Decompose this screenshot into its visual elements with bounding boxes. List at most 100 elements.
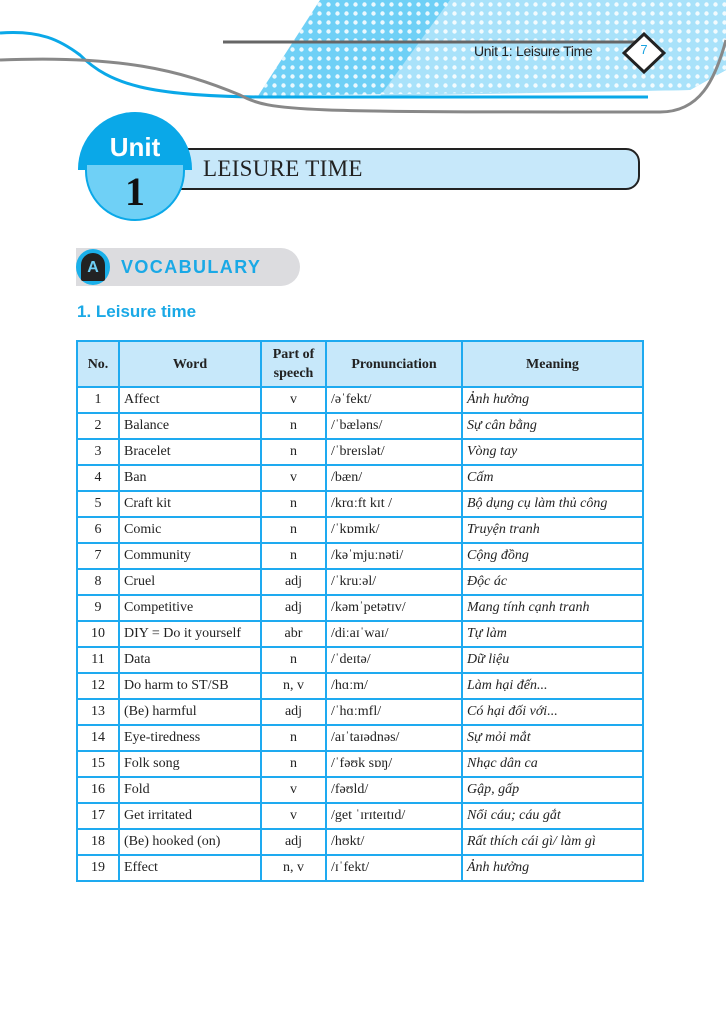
row-number-cell: 13 <box>76 698 120 726</box>
table-row: 18 (Be) hooked (on) adj/hʊkt/Rất thích cái… <box>76 828 644 856</box>
row-number-cell: 8 <box>76 568 120 596</box>
table-row: 9 Competitive adj/kəmˈpetətɪv/Mang tính cạ… <box>76 594 644 622</box>
word-cell: Competitive <box>118 594 262 622</box>
header-decoration <box>0 0 726 114</box>
table-row: 6 Comic n/ˈkɒmɪk/Truyện tranh <box>76 516 644 544</box>
pronunciation-cell: /ɪˈfekt/ <box>325 854 463 882</box>
meaning-cell: Cộng đồng <box>461 542 644 570</box>
pronunciation-cell: /ˈbæləns/ <box>325 412 463 440</box>
table-row: 14 Eye-tiredness n/aɪˈtaɪədnəs/Sự mỏi mắt <box>76 724 644 752</box>
table-row: 5 Craft kit n/krɑːft kɪt / Bộ dụng cụ làm t… <box>76 490 644 518</box>
table-row: 15 Folk song n/ˈfəʊk sɒŋ/Nhạc dân ca <box>76 750 644 778</box>
part-of-speech-cell: n, v <box>260 672 327 700</box>
part-of-speech-cell: v <box>260 776 327 804</box>
meaning-cell: Độc ác <box>461 568 644 596</box>
word-cell: Effect <box>118 854 262 882</box>
running-header: Unit 1: Leisure Time <box>474 43 593 59</box>
meaning-cell: Sự cân bằng <box>461 412 644 440</box>
section-title: 1. Leisure time <box>77 302 197 321</box>
part-of-speech-cell: adj <box>260 568 327 596</box>
pronunciation-cell: /əˈfekt/ <box>325 386 463 414</box>
meaning-cell: Nhạc dân ca <box>461 750 644 778</box>
pronunciation-cell: /ˈhɑːmfl/ <box>325 698 463 726</box>
meaning-cell: Gập, gấp <box>461 776 644 804</box>
part-of-speech-cell: v <box>260 802 327 830</box>
unit-label: Unit <box>109 132 161 162</box>
table-row: 3 Bracelet n/ˈbreɪslət/Vòng tay <box>76 438 644 466</box>
row-number-cell: 7 <box>76 542 120 570</box>
header-pronunciation: Pronunciation <box>325 340 463 388</box>
row-number-cell: 16 <box>76 776 120 804</box>
row-number-cell: 2 <box>76 412 120 440</box>
header-no: No. <box>76 340 120 388</box>
vocabulary-badge <box>76 248 300 286</box>
unit-title-band <box>180 148 640 190</box>
table-row: 7 Community n/kəˈmjuːnəti/Cộng đồng <box>76 542 644 570</box>
meaning-cell: Nổi cáu; cáu gắt <box>461 802 644 830</box>
part-of-speech-cell: n <box>260 646 327 674</box>
pronunciation-cell: /hʊkt/ <box>325 828 463 856</box>
row-number-cell: 18 <box>76 828 120 856</box>
word-cell: Comic <box>118 516 262 544</box>
table-row: 13 (Be) harmful adj/ˈhɑːmfl/Có hại đối với… <box>76 698 644 726</box>
meaning-cell: Sự mỏi mắt <box>461 724 644 752</box>
pronunciation-cell: /aɪˈtaɪədnəs/ <box>325 724 463 752</box>
row-number-cell: 1 <box>76 386 120 414</box>
header-word: Word <box>118 340 262 388</box>
table-row: 1 Affect v/əˈfekt/Ảnh hưởng <box>76 386 644 414</box>
pronunciation-cell: /fəʊld/ <box>325 776 463 804</box>
part-of-speech-cell: n, v <box>260 854 327 882</box>
row-number-cell: 11 <box>76 646 120 674</box>
meaning-cell: Rất thích cái gì/ làm gì <box>461 828 644 856</box>
word-cell: Do harm to ST/SB <box>118 672 262 700</box>
meaning-cell: Làm hại đến... <box>461 672 644 700</box>
table-row: 10 DIY = Do it yourself abr/diːaɪˈwaɪ/Tự l… <box>76 620 644 648</box>
word-cell: Bracelet <box>118 438 262 466</box>
row-number-cell: 14 <box>76 724 120 752</box>
unit-title: LEISURE TIME <box>203 156 363 181</box>
table-row: 8 Cruel adj/ˈkruːəl/Độc ác <box>76 568 644 596</box>
pronunciation-cell: /ˈkruːəl/ <box>325 568 463 596</box>
word-cell: Craft kit <box>118 490 262 518</box>
meaning-cell: Cấm <box>461 464 644 492</box>
part-of-speech-cell: n <box>260 542 327 570</box>
header-meaning: Meaning <box>461 340 644 388</box>
pronunciation-cell: /hɑːm/ <box>325 672 463 700</box>
row-number-cell: 10 <box>76 620 120 648</box>
row-number-cell: 4 <box>76 464 120 492</box>
row-number-cell: 12 <box>76 672 120 700</box>
part-of-speech-cell: abr <box>260 620 327 648</box>
row-number-cell: 19 <box>76 854 120 882</box>
word-cell: Community <box>118 542 262 570</box>
part-of-speech-cell: n <box>260 490 327 518</box>
part-of-speech-cell: n <box>260 724 327 752</box>
word-cell: Balance <box>118 412 262 440</box>
vocabulary-letter: A <box>81 253 105 281</box>
row-number-cell: 5 <box>76 490 120 518</box>
vocabulary-label: VOCABULARY <box>121 257 262 277</box>
header-part-of-speech: Part of speech <box>260 340 327 388</box>
meaning-cell: Vòng tay <box>461 438 644 466</box>
word-cell: DIY = Do it yourself <box>118 620 262 648</box>
unit-number: 1 <box>125 169 145 214</box>
row-number-cell: 9 <box>76 594 120 622</box>
row-number-cell: 17 <box>76 802 120 830</box>
part-of-speech-cell: adj <box>260 698 327 726</box>
part-of-speech-cell: v <box>260 464 327 492</box>
part-of-speech-cell: n <box>260 412 327 440</box>
part-of-speech-cell: n <box>260 750 327 778</box>
word-cell: Cruel <box>118 568 262 596</box>
pronunciation-cell: /krɑːft kɪt / <box>325 490 463 518</box>
row-number-cell: 6 <box>76 516 120 544</box>
part-of-speech-cell: adj <box>260 828 327 856</box>
pronunciation-cell: /bæn/ <box>325 464 463 492</box>
word-cell: Get irritated <box>118 802 262 830</box>
word-cell: (Be) harmful <box>118 698 262 726</box>
meaning-cell: Tự làm <box>461 620 644 648</box>
meaning-cell: Ảnh hưởng <box>461 386 644 414</box>
word-cell: Data <box>118 646 262 674</box>
pronunciation-cell: /kəˈmjuːnəti/ <box>325 542 463 570</box>
meaning-cell: Dữ liệu <box>461 646 644 674</box>
meaning-cell: Truyện tranh <box>461 516 644 544</box>
vocabulary-table: No. Word Part of speech Pronunciation Meanin… <box>76 340 644 882</box>
